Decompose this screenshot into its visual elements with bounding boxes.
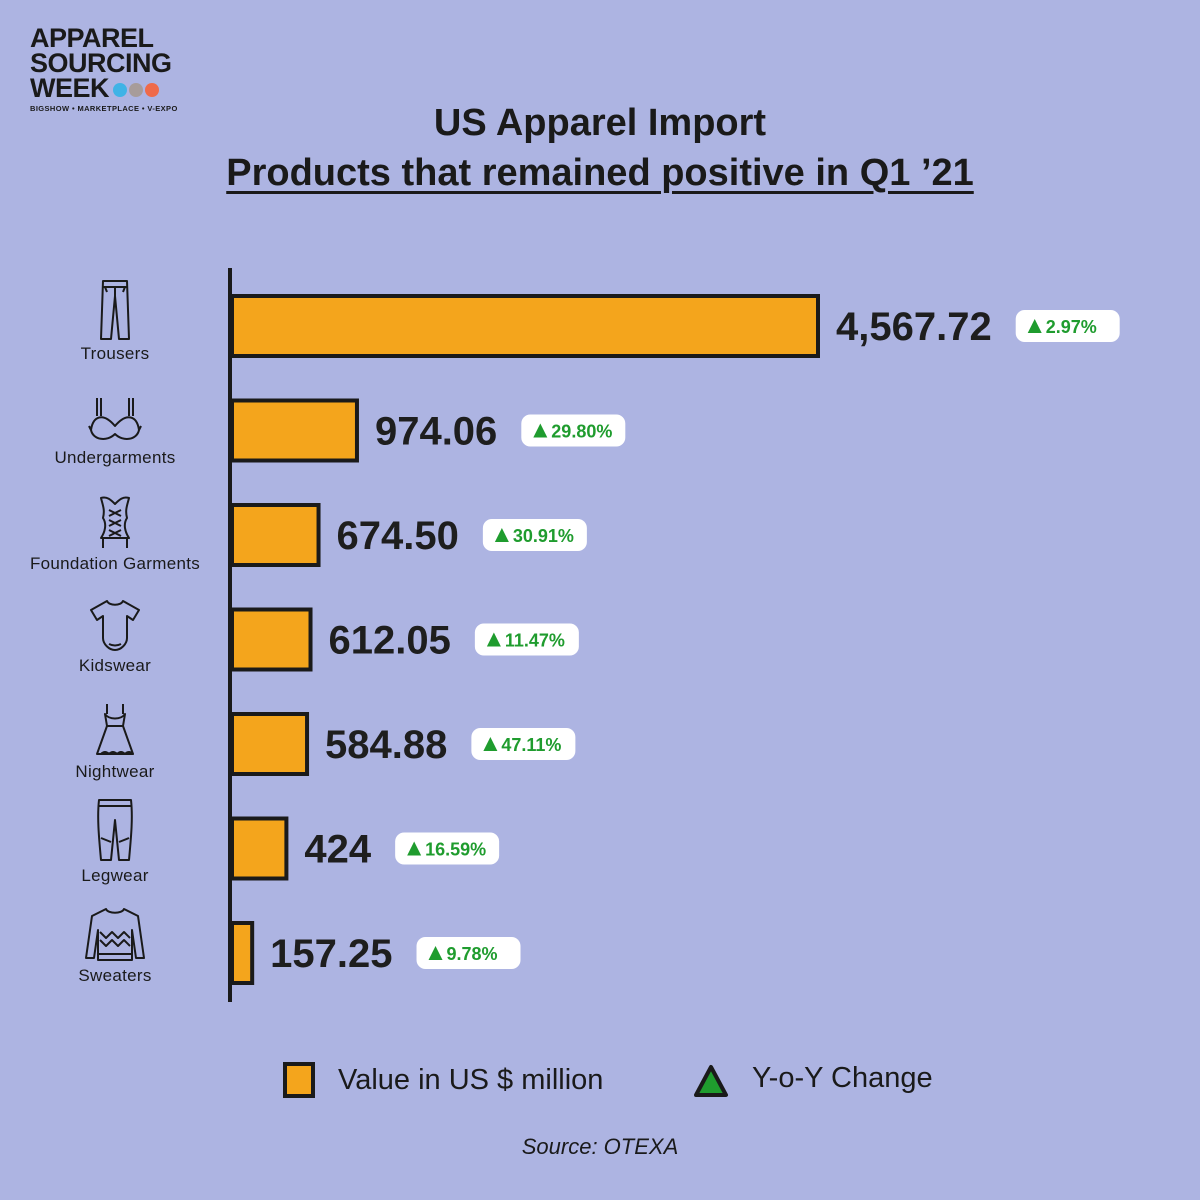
category-legwear: Legwear [10,798,220,886]
value-label: 4,567.72 [836,305,992,349]
bra-icon [88,398,142,440]
up-arrow-icon [407,841,422,856]
up-arrow-icon [494,528,509,542]
up-arrow-icon [533,423,548,438]
change-label: 30.91% [513,526,574,546]
category-label: Trousers [80,344,150,363]
chart-legend: Value in US $ million Y-o-Y Change [0,1060,1200,1104]
sweater-icon [85,908,145,961]
change-badge [474,623,579,656]
logo-line-1: APPAREL [30,23,154,53]
bar-foundation-garments [230,503,321,567]
bar-sweaters [230,921,255,985]
bar-legwear [230,816,289,881]
source-note: Source: OTEXA [521,1134,679,1159]
legend-swatch-value [283,1062,315,1098]
bar-kidswear [230,607,313,672]
chart-subtitle: Products that remained positive in Q1 ’2… [226,152,974,194]
bar-undergarments [230,398,359,463]
value-label: 974.06 [375,410,497,454]
change-label: 16.59% [425,840,486,860]
change-badge [416,937,521,969]
change-badge [521,414,626,447]
brand-logo: APPAREL SOURCING WEEK BIGSHOW • MARKETPL… [30,23,190,114]
chart-subtitle-row: Products that remained positive in Q1 ’2… [0,152,1200,195]
leggings-icon [97,799,133,861]
corset-icon [100,496,130,548]
value-label: 612.05 [329,619,451,663]
value-label: 584.88 [325,723,447,767]
logo-tagline: BIGSHOW • MARKETPLACE • V-EXPO [30,104,178,113]
logo-line-3-row: WEEK [30,73,190,103]
category-label: Undergarments [54,448,176,467]
logo-line-2: SOURCING [30,48,172,78]
change-badge [482,519,587,551]
chart-title: US Apparel Import [433,102,767,144]
change-badge [1015,310,1120,342]
category-label: Foundation Garments [29,554,201,573]
change-label: 2.97% [1046,317,1097,337]
change-badge [395,832,500,865]
category-foundation-garments: Foundation Garments [10,494,220,574]
bodysuit-icon [90,600,140,651]
category-label: Kidswear [78,656,152,675]
category-kidswear: Kidswear [10,598,220,676]
value-label: 674.50 [337,514,459,558]
up-arrow-icon [428,946,443,960]
change-label: 11.47% [505,631,565,651]
up-arrow-icon [1027,319,1042,333]
trousers-icon [100,280,130,340]
nightgown-icon [96,704,134,755]
change-label: 29.80% [551,422,612,442]
change-label: 47.11% [501,735,561,755]
category-trousers: Trousers [10,278,220,364]
category-label: Sweaters [78,966,152,985]
up-arrow-icon [483,737,498,751]
category-label: Legwear [81,866,149,885]
bar-nightwear [230,712,310,776]
logo-dot-blue [113,82,127,97]
legend-label-value: Value in US $ million [338,1064,604,1096]
bar-trousers [230,294,820,358]
logo-dots [113,82,159,97]
legend-label-change: Y-o-Y Change [752,1062,933,1094]
logo-dot-red [145,82,159,97]
category-label: Nightwear [75,762,155,781]
change-label: 9.78% [447,944,498,964]
category-undergarments: Undergarments [10,396,220,468]
value-label: 157.25 [270,932,392,976]
category-nightwear: Nightwear [10,702,220,782]
category-sweaters: Sweaters [10,906,220,986]
bar-group: 4,567.72 2.97% 974.06 29.80% 674.50 30.91% 612… [230,294,1120,985]
logo-line-3: WEEK [30,73,110,103]
logo-dot-grey [129,82,143,97]
value-label: 424 [304,828,371,872]
up-arrow-icon [486,632,501,647]
change-badge [471,728,576,760]
legend-swatch-change [694,1065,728,1097]
